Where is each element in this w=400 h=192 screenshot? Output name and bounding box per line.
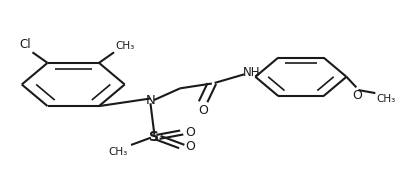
Text: CH₃: CH₃ — [116, 41, 135, 51]
Text: NH: NH — [243, 66, 260, 79]
Text: CH₃: CH₃ — [376, 94, 396, 104]
Text: N: N — [146, 94, 155, 107]
Text: S: S — [150, 130, 160, 144]
Text: O: O — [198, 104, 208, 117]
Text: Cl: Cl — [20, 38, 31, 51]
Text: CH₃: CH₃ — [109, 147, 128, 157]
Text: O: O — [185, 140, 195, 153]
Text: O: O — [185, 126, 195, 139]
Text: O: O — [352, 89, 362, 102]
